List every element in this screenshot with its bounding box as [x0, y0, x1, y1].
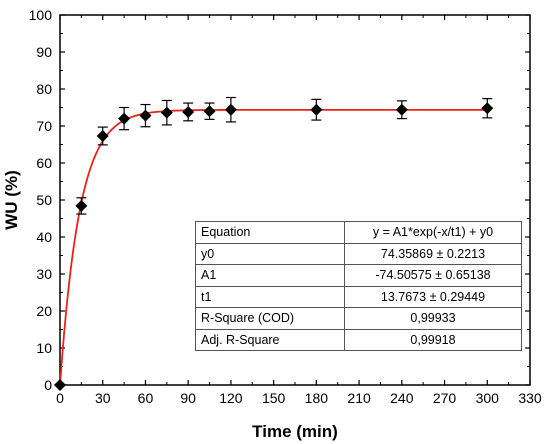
y-tick-label: 60	[36, 155, 52, 171]
fit-table-value: 13.7673 ± 0.29449	[344, 285, 522, 308]
fit-table-key: R-Square (COD)	[195, 307, 345, 330]
x-tick-label: 270	[433, 390, 457, 406]
data-point	[139, 109, 152, 122]
y-tick-label: 90	[36, 44, 52, 60]
y-tick-label: 70	[36, 118, 52, 134]
fit-table-key: Adj. R-Square	[195, 328, 345, 351]
fit-table-value: 0,99933	[344, 307, 522, 330]
x-tick-label: 180	[305, 390, 329, 406]
data-point	[75, 199, 88, 212]
y-tick-label: 10	[36, 340, 52, 356]
x-tick-label: 60	[138, 390, 154, 406]
data-point	[203, 105, 216, 118]
x-axis-ticks: 0 30 60 90 120 150 180 210 240 270 300 330	[56, 15, 542, 406]
data-point	[310, 103, 323, 116]
y-tick-label: 0	[44, 377, 52, 393]
data-markers	[54, 102, 494, 391]
y-tick-label: 50	[36, 192, 52, 208]
data-point	[54, 379, 66, 391]
fit-table-row: R-Square (COD) 0,99933	[195, 307, 522, 330]
fit-parameters-table: Equation y = A1*exp(-x/t1) + y0 y0 74.35869…	[195, 221, 522, 351]
y-axis-ticks: 0 10 20 30 40 50 60 70 80 90 100	[29, 7, 530, 393]
data-point	[182, 105, 195, 118]
fit-curve	[59, 108, 488, 386]
fit-table-key: A1	[195, 264, 345, 287]
fit-table-value: 0,99918	[344, 328, 522, 351]
data-point	[118, 112, 131, 125]
data-point	[481, 102, 494, 115]
x-tick-label: 120	[219, 390, 243, 406]
fit-table-value: 74.35869 ± 0.2213	[344, 242, 522, 265]
fit-curve-group	[59, 108, 488, 386]
x-tick-label: 240	[390, 390, 414, 406]
fit-table-row: t1 13.7673 ± 0.29449	[195, 285, 522, 308]
data-point	[96, 129, 109, 142]
fit-table-value: -74.50575 ± 0.65138	[344, 264, 522, 287]
data-point	[224, 103, 237, 116]
y-tick-label: 80	[36, 81, 52, 97]
y-axis-title: WU (%)	[2, 170, 21, 229]
fit-table-value: y = A1*exp(-x/t1) + y0	[344, 221, 522, 244]
fit-table-row: y0 74.35869 ± 0.2213	[195, 242, 522, 265]
fit-table-row: Adj. R-Square 0,99918	[195, 328, 522, 351]
fit-table-row: A1 -74.50575 ± 0.65138	[195, 264, 522, 287]
x-tick-label: 330	[518, 390, 542, 406]
x-tick-label: 300	[476, 390, 500, 406]
x-tick-label: 30	[95, 390, 111, 406]
y-tick-label: 40	[36, 229, 52, 245]
fit-table-key: t1	[195, 285, 345, 308]
fit-table-key: Equation	[195, 221, 345, 244]
fit-table-row: Equation y = A1*exp(-x/t1) + y0	[195, 221, 522, 244]
x-tick-label: 150	[262, 390, 286, 406]
y-tick-label: 30	[36, 266, 52, 282]
data-point	[160, 106, 173, 119]
x-axis-title: Time (min)	[252, 422, 338, 441]
x-tick-label: 210	[347, 390, 371, 406]
x-tick-label: 90	[180, 390, 196, 406]
data-point	[395, 103, 408, 116]
y-tick-label: 100	[29, 7, 53, 23]
y-tick-label: 20	[36, 303, 52, 319]
x-tick-label: 0	[56, 390, 64, 406]
fit-table-key: y0	[195, 242, 345, 265]
